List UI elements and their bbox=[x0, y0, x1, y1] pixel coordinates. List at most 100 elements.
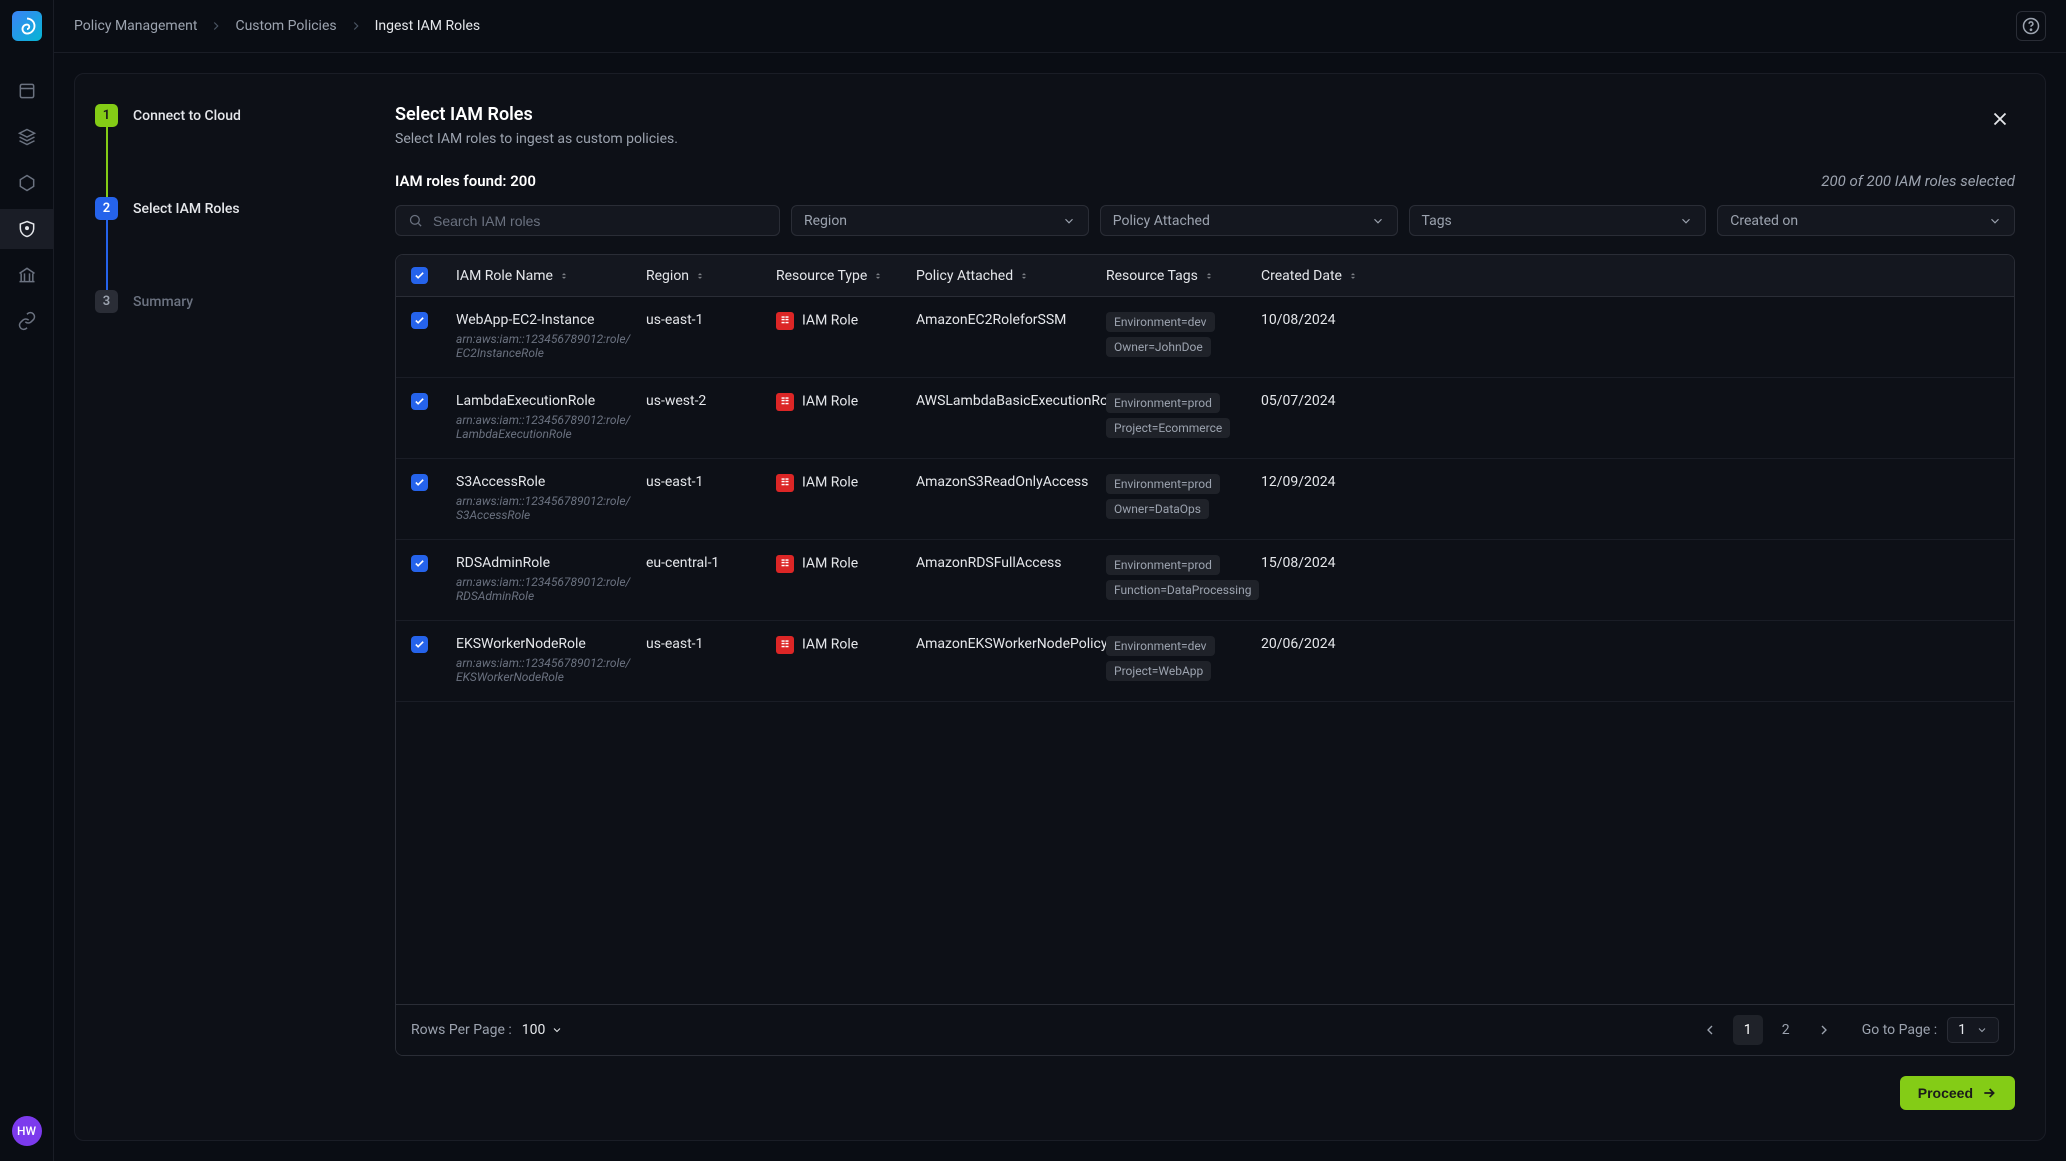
breadcrumb-item[interactable]: Policy Management bbox=[74, 18, 197, 34]
column-header-policy[interactable]: Policy Attached bbox=[916, 268, 1106, 284]
iam-icon: ☷ bbox=[776, 393, 794, 411]
page-title: Select IAM Roles bbox=[395, 104, 678, 125]
row-checkbox[interactable] bbox=[411, 393, 428, 410]
filter-policy-attached[interactable]: Policy Attached bbox=[1100, 205, 1398, 236]
role-region: eu-central-1 bbox=[646, 555, 776, 571]
table-row: EKSWorkerNodeRole arn:aws:iam::123456789… bbox=[396, 621, 2014, 702]
nav-item-shield[interactable] bbox=[0, 209, 53, 249]
role-date: 15/08/2024 bbox=[1261, 555, 1999, 571]
role-type: ☷IAM Role bbox=[776, 474, 916, 492]
role-name: EKSWorkerNodeRole bbox=[456, 636, 646, 652]
nav-item-1[interactable] bbox=[0, 71, 53, 111]
role-name: RDSAdminRole bbox=[456, 555, 646, 571]
table-row: RDSAdminRole arn:aws:iam::123456789012:r… bbox=[396, 540, 2014, 621]
search-input-wrapper bbox=[395, 205, 780, 236]
step-label: Connect to Cloud bbox=[133, 108, 241, 124]
role-arn: arn:aws:iam::123456789012:role/LambdaExe… bbox=[456, 413, 646, 441]
role-tags: Environment=devProject=WebApp bbox=[1106, 636, 1261, 686]
chevron-right-icon bbox=[349, 19, 363, 33]
iam-icon: ☷ bbox=[776, 312, 794, 330]
row-checkbox[interactable] bbox=[411, 636, 428, 653]
prev-page-button[interactable] bbox=[1695, 1015, 1725, 1045]
breadcrumb-item[interactable]: Custom Policies bbox=[235, 18, 336, 34]
row-checkbox[interactable] bbox=[411, 312, 428, 329]
iam-icon: ☷ bbox=[776, 555, 794, 573]
role-date: 12/09/2024 bbox=[1261, 474, 1999, 490]
column-header-date[interactable]: Created Date bbox=[1261, 268, 1999, 284]
role-arn: arn:aws:iam::123456789012:role/RDSAdminR… bbox=[456, 575, 646, 603]
goto-page-select[interactable]: 1 bbox=[1947, 1017, 1999, 1043]
resource-tag: Environment=prod bbox=[1106, 393, 1220, 413]
step-number: 2 bbox=[95, 197, 118, 220]
role-policy: AmazonS3ReadOnlyAccess bbox=[916, 474, 1106, 490]
step-connector bbox=[106, 127, 108, 197]
role-policy: AmazonRDSFullAccess bbox=[916, 555, 1106, 571]
role-type: ☷IAM Role bbox=[776, 312, 916, 330]
filter-region[interactable]: Region bbox=[791, 205, 1089, 236]
step-connector bbox=[106, 220, 108, 290]
topbar: Policy Management Custom Policies Ingest… bbox=[54, 0, 2066, 53]
role-date: 10/08/2024 bbox=[1261, 312, 1999, 328]
step-1[interactable]: 1 Connect to Cloud bbox=[95, 104, 345, 127]
role-type: ☷IAM Role bbox=[776, 393, 916, 411]
rows-per-page-select[interactable]: 100 bbox=[522, 1022, 564, 1038]
column-header-name[interactable]: IAM Role Name bbox=[456, 268, 646, 284]
close-button[interactable] bbox=[1985, 104, 2015, 134]
search-input[interactable] bbox=[433, 213, 767, 229]
step-label: Select IAM Roles bbox=[133, 201, 240, 217]
resource-tag: Environment=dev bbox=[1106, 636, 1215, 656]
proceed-button[interactable]: Proceed bbox=[1900, 1076, 2015, 1110]
role-arn: arn:aws:iam::123456789012:role/S3AccessR… bbox=[456, 494, 646, 522]
step-label: Summary bbox=[133, 294, 193, 310]
role-type: ☷IAM Role bbox=[776, 555, 916, 573]
nav-item-6[interactable] bbox=[0, 301, 53, 341]
sidebar: HW bbox=[0, 0, 54, 1161]
search-icon bbox=[408, 213, 423, 228]
logo[interactable] bbox=[12, 11, 42, 41]
next-page-button[interactable] bbox=[1809, 1015, 1839, 1045]
step-2[interactable]: 2 Select IAM Roles bbox=[95, 197, 345, 220]
page-subtitle: Select IAM roles to ingest as custom pol… bbox=[395, 131, 678, 147]
role-region: us-east-1 bbox=[646, 312, 776, 328]
resource-tag: Environment=prod bbox=[1106, 474, 1220, 494]
role-tags: Environment=dev Owner=JohnDoe bbox=[1106, 312, 1261, 362]
nav-item-5[interactable] bbox=[0, 255, 53, 295]
avatar[interactable]: HW bbox=[12, 1116, 42, 1146]
iam-icon: ☷ bbox=[776, 636, 794, 654]
iam-icon: ☷ bbox=[776, 474, 794, 492]
table-row: LambdaExecutionRole arn:aws:iam::1234567… bbox=[396, 378, 2014, 459]
page-button-2[interactable]: 2 bbox=[1771, 1015, 1801, 1045]
roles-selected-label: 200 of 200 IAM roles selected bbox=[1821, 172, 2015, 190]
resource-tag: Environment=dev bbox=[1106, 312, 1215, 332]
role-tags: Environment=prodProject=Ecommerce bbox=[1106, 393, 1261, 443]
role-policy: AWSLambdaBasicExecutionRole bbox=[916, 393, 1106, 409]
breadcrumb-item-current: Ingest IAM Roles bbox=[375, 18, 481, 34]
row-checkbox[interactable] bbox=[411, 474, 428, 491]
roles-found-label: IAM roles found: 200 bbox=[395, 172, 536, 190]
chevron-right-icon bbox=[209, 19, 223, 33]
column-header-type[interactable]: Resource Type bbox=[776, 268, 916, 284]
resource-tag: Environment=prod bbox=[1106, 555, 1220, 575]
table-row: S3AccessRole arn:aws:iam::123456789012:r… bbox=[396, 459, 2014, 540]
breadcrumb: Policy Management Custom Policies Ingest… bbox=[74, 18, 480, 34]
filter-tags[interactable]: Tags bbox=[1409, 205, 1707, 236]
stepper: 1 Connect to Cloud 2 Select IAM Roles 3 Su… bbox=[75, 74, 365, 1140]
column-header-region[interactable]: Region bbox=[646, 268, 776, 284]
resource-tag: Owner=JohnDoe bbox=[1106, 337, 1211, 357]
step-3[interactable]: 3 Summary bbox=[95, 290, 345, 313]
nav-item-3[interactable] bbox=[0, 163, 53, 203]
nav-item-2[interactable] bbox=[0, 117, 53, 157]
role-name: S3AccessRole bbox=[456, 474, 646, 490]
filter-created-on[interactable]: Created on bbox=[1717, 205, 2015, 236]
column-header-tags[interactable]: Resource Tags bbox=[1106, 268, 1261, 284]
role-date: 20/06/2024 bbox=[1261, 636, 1999, 652]
role-tags: Environment=prodOwner=DataOps bbox=[1106, 474, 1261, 524]
page-button-1[interactable]: 1 bbox=[1733, 1015, 1763, 1045]
goto-page-label: Go to Page : bbox=[1862, 1022, 1937, 1038]
role-type: ☷IAM Role bbox=[776, 636, 916, 654]
help-button[interactable] bbox=[2016, 11, 2046, 41]
select-all-checkbox[interactable] bbox=[411, 267, 428, 284]
row-checkbox[interactable] bbox=[411, 555, 428, 572]
role-region: us-west-2 bbox=[646, 393, 776, 409]
resource-tag: Function=DataProcessing bbox=[1106, 580, 1259, 600]
